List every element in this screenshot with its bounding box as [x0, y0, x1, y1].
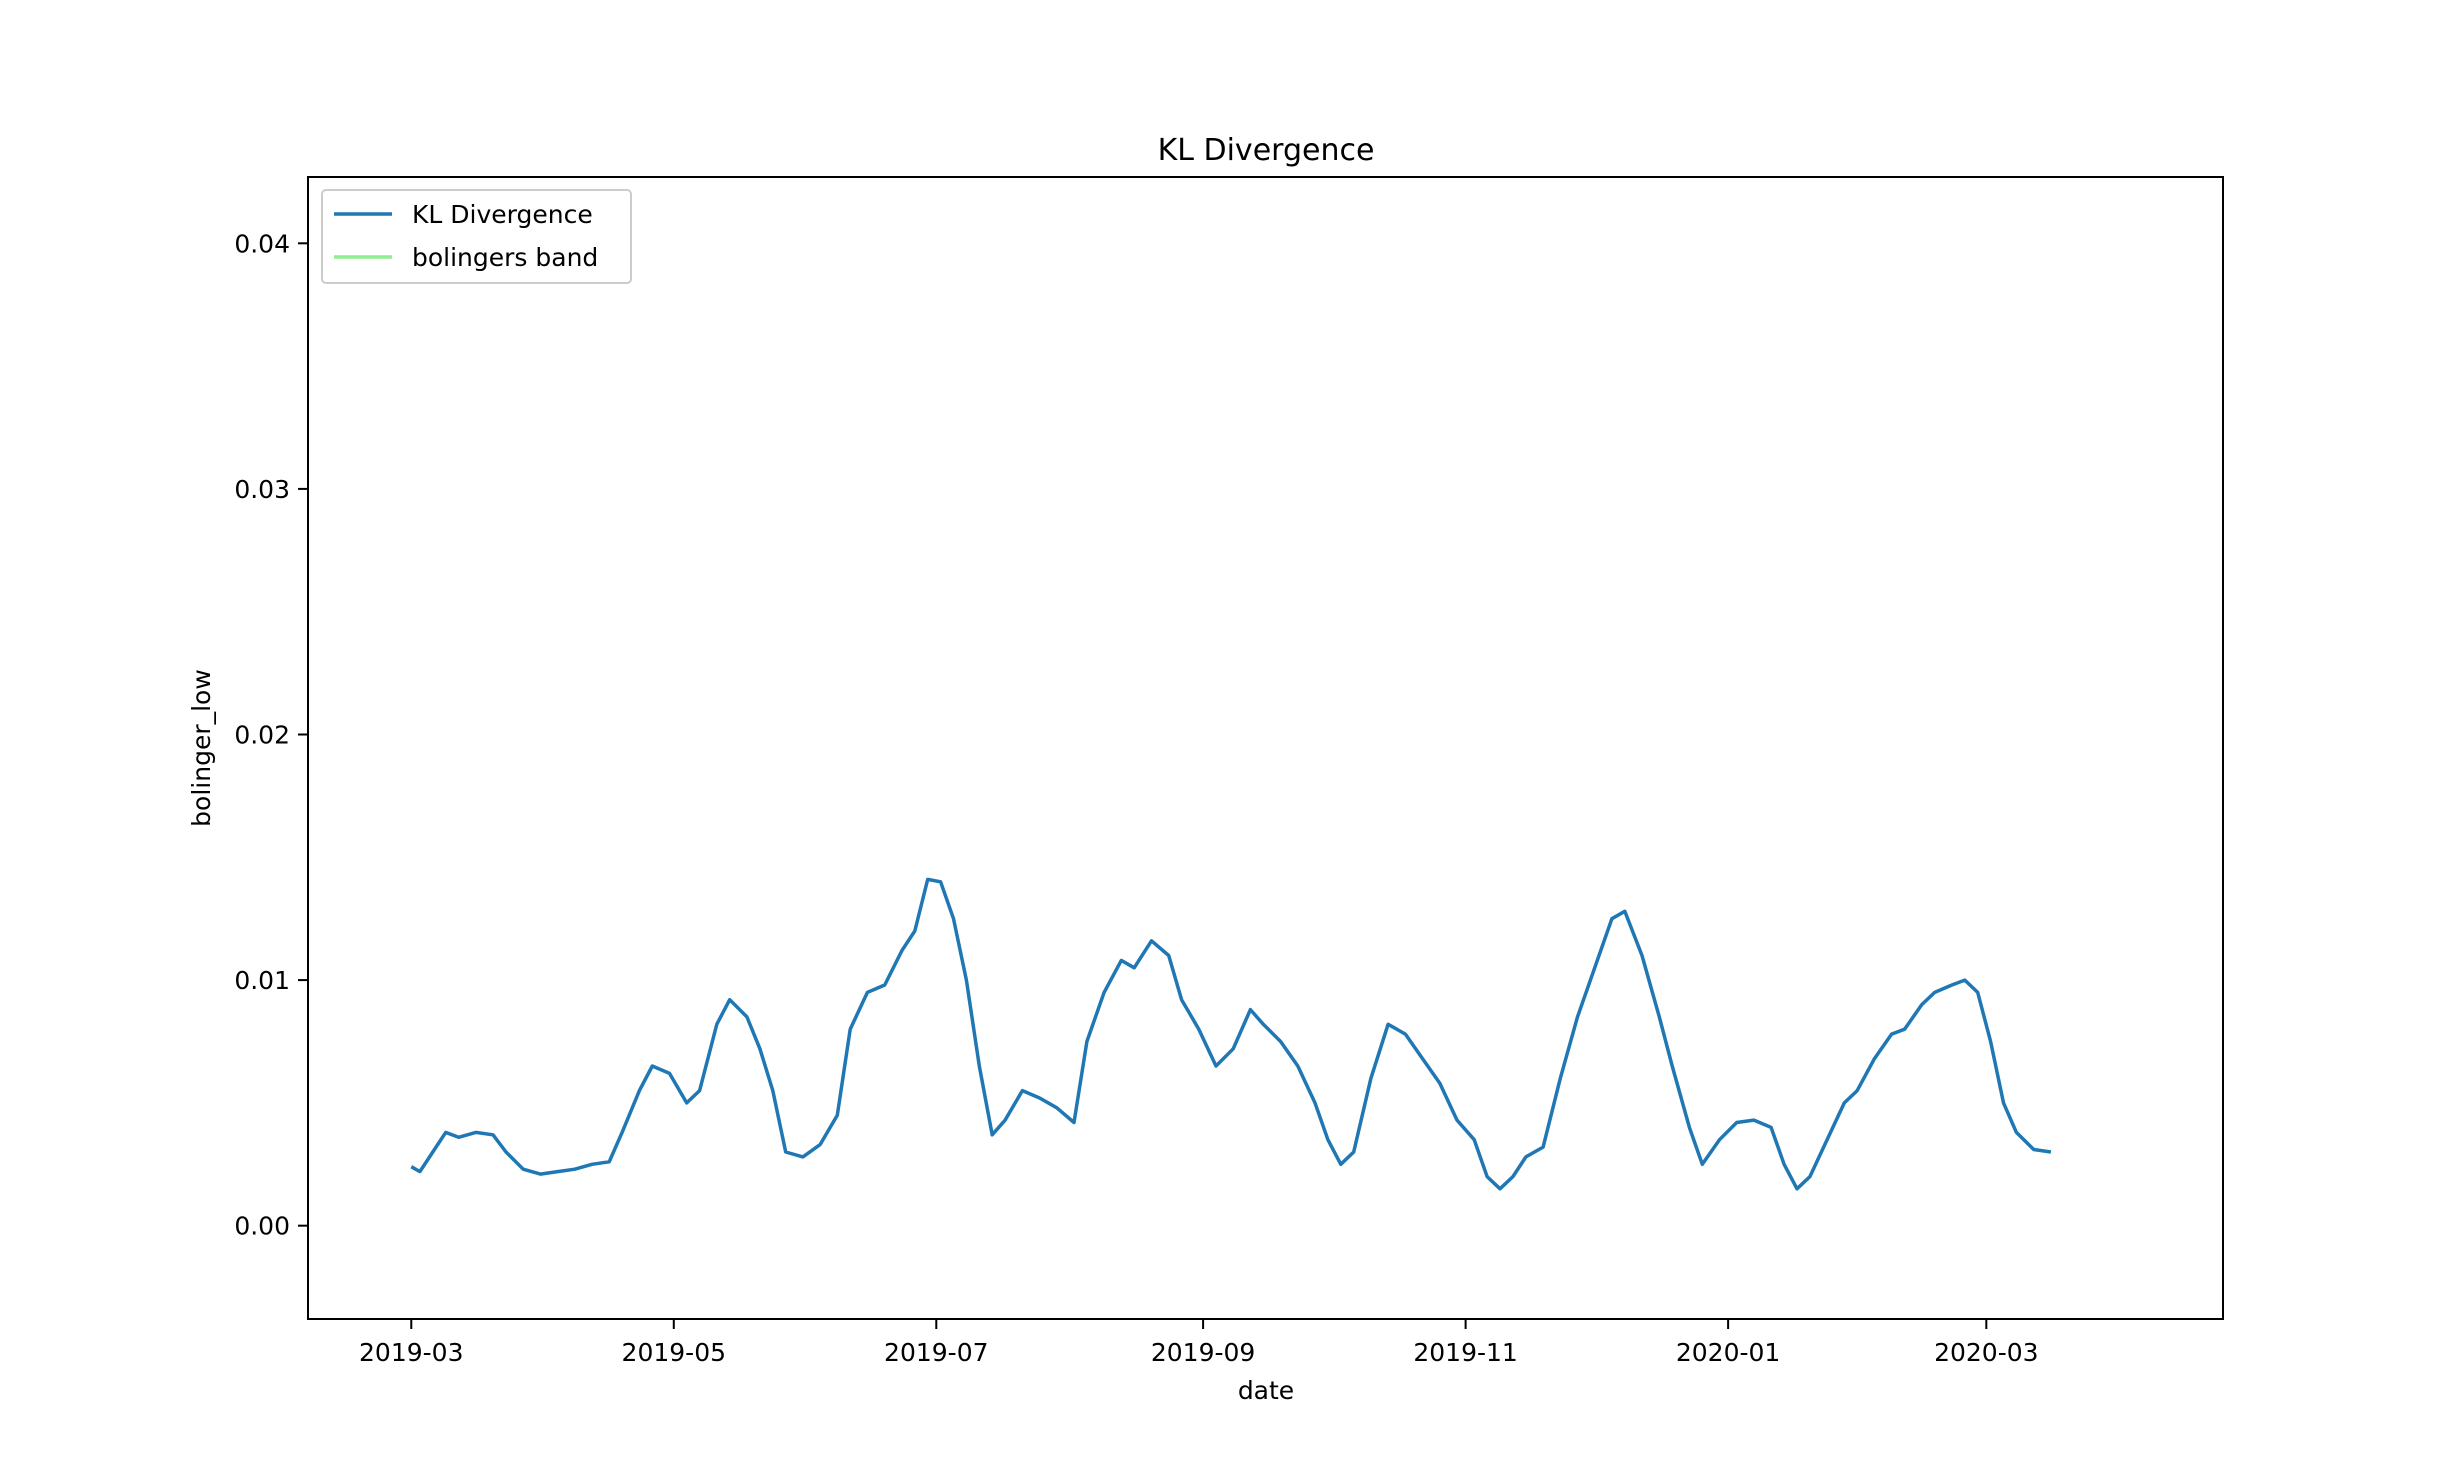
y-tick-label-3: 0.03 [234, 475, 290, 504]
y-axis-label: bolinger_low [187, 669, 216, 827]
y-tick-label-0: 0.00 [234, 1212, 290, 1241]
y-axis: 0.00 0.01 0.02 0.03 0.04 [234, 229, 308, 1241]
y-tick-label-1: 0.01 [234, 966, 290, 995]
series-line-0 [410, 877, 2052, 1191]
legend: KL Divergence bolingers band [321, 189, 632, 284]
series-lines [410, 877, 2052, 1191]
x-tick-label-6: 2020-03 [1934, 1338, 2038, 1367]
x-tick-label-2: 2019-07 [884, 1338, 988, 1367]
x-tick-label-4: 2019-11 [1413, 1338, 1517, 1367]
legend-label-kl: KL Divergence [412, 200, 593, 229]
y-tick-label-2: 0.02 [234, 720, 290, 749]
x-tick-label-5: 2020-01 [1676, 1338, 1780, 1367]
chart-title: KL Divergence [1158, 133, 1375, 168]
x-tick-label-3: 2019-09 [1151, 1338, 1255, 1367]
x-axis-label: date [1238, 1376, 1294, 1405]
legend-label-band: bolingers band [412, 243, 598, 272]
x-axis: 2019-03 2019-05 2019-07 2019-09 2019-11 2020-… [359, 1319, 2039, 1367]
x-tick-label-1: 2019-05 [622, 1338, 726, 1367]
y-tick-label-4: 0.04 [234, 229, 290, 258]
plot-frame [307, 176, 2224, 1320]
legend-box [321, 189, 632, 284]
x-tick-label-0: 2019-03 [359, 1338, 463, 1367]
